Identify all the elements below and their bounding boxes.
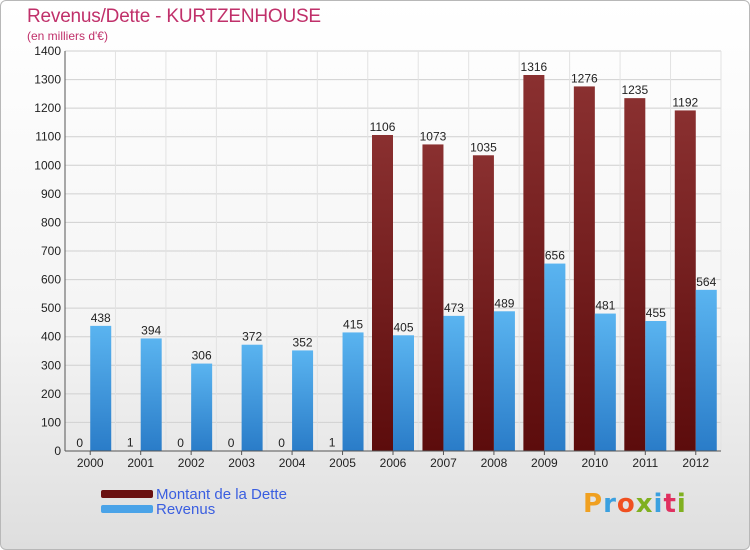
x-tick-label: 2002: [178, 456, 205, 470]
data-label-dette: 0: [177, 436, 184, 450]
bar-revenus: [191, 363, 213, 451]
y-tick-label: 0: [54, 444, 61, 458]
y-tick-label: 1000: [34, 158, 61, 172]
data-label-revenus: 481: [595, 299, 615, 313]
bar-revenus: [342, 332, 364, 451]
data-label-revenus: 405: [393, 320, 413, 334]
data-label-dette: 1: [127, 436, 134, 450]
x-tick-label: 2000: [77, 456, 104, 470]
bar-revenus: [140, 338, 162, 451]
data-label-revenus: 455: [646, 306, 666, 320]
legend-swatch-revenus: [101, 505, 153, 513]
bar-dette: [422, 144, 444, 451]
y-tick-label: 1100: [35, 130, 61, 144]
data-label-revenus: 473: [444, 301, 464, 315]
bar-dette: [624, 98, 646, 452]
legend-label-dette: Montant de la Dette: [156, 486, 287, 503]
y-tick-label: 900: [41, 187, 61, 201]
bar-revenus: [695, 289, 717, 451]
y-tick-label: 1400: [34, 44, 61, 58]
data-label-dette: 0: [76, 436, 83, 450]
y-tick-label: 1300: [34, 73, 61, 87]
y-tick-label: 300: [41, 358, 61, 372]
bar-revenus: [443, 315, 465, 451]
legend-swatch-dette: [101, 490, 153, 498]
x-tick-label: 2012: [682, 456, 709, 470]
data-label-revenus: 438: [91, 311, 111, 325]
logo-letter: P: [583, 489, 604, 519]
chart-title: Revenus/Dette - KURTZENHOUSE: [27, 6, 321, 27]
logo-letter: r: [603, 489, 617, 519]
data-label-dette: 1: [329, 436, 336, 450]
bar-revenus: [544, 263, 566, 451]
logo-letter: x: [635, 489, 654, 519]
x-tick-label: 2007: [430, 456, 457, 470]
bar-dette: [674, 110, 696, 451]
data-label-dette: 1106: [370, 120, 396, 134]
x-tick-label: 2008: [481, 456, 508, 470]
y-tick-label: 200: [41, 387, 61, 401]
data-label-dette: 1235: [621, 83, 648, 97]
data-label-revenus: 394: [141, 323, 161, 337]
y-tick-label: 500: [41, 301, 61, 315]
bar-revenus: [594, 313, 616, 451]
data-label-revenus: 415: [343, 317, 363, 331]
data-label-dette: 0: [228, 436, 235, 450]
logo-letter: i: [676, 489, 687, 519]
bar-revenus: [645, 321, 667, 451]
bar-dette: [523, 75, 545, 451]
x-tick-label: 2010: [581, 456, 608, 470]
bar-revenus: [393, 335, 414, 451]
x-tick-label: 2009: [531, 456, 558, 470]
data-label-revenus: 306: [192, 349, 212, 363]
logo-letter: t: [663, 489, 677, 519]
bar-revenus: [493, 311, 515, 451]
bar-revenus: [292, 350, 314, 451]
bar-dette: [573, 86, 595, 451]
data-label-revenus: 656: [545, 249, 565, 263]
x-tick-label: 2006: [380, 456, 407, 470]
bar-dette: [372, 135, 393, 451]
data-label-dette: 1276: [571, 71, 598, 85]
bar-dette: [472, 155, 494, 452]
data-label-dette: 0: [278, 436, 285, 450]
legend-label-revenus: Revenus: [156, 501, 216, 518]
data-label-dette: 1035: [470, 140, 497, 154]
y-tick-label: 400: [41, 330, 61, 344]
chart-subtitle: (en milliers d'€): [27, 29, 108, 43]
x-tick-label: 2005: [329, 456, 356, 470]
x-tick-label: 2004: [279, 456, 306, 470]
x-tick-label: 2011: [632, 456, 658, 470]
data-label-dette: 1192: [672, 95, 698, 109]
bar-revenus: [241, 344, 263, 451]
logo-letter: o: [616, 489, 636, 519]
data-label-revenus: 564: [696, 275, 716, 289]
logo-letter: i: [653, 489, 664, 519]
data-label-revenus: 489: [494, 296, 514, 310]
y-tick-label: 1200: [34, 101, 61, 115]
x-tick-label: 2001: [127, 456, 154, 470]
data-label-dette: 1316: [521, 60, 548, 74]
y-tick-label: 600: [41, 273, 61, 287]
y-tick-label: 100: [41, 415, 61, 429]
x-tick-label: 2003: [228, 456, 255, 470]
y-tick-label: 800: [41, 215, 61, 229]
data-label-revenus: 372: [242, 330, 262, 344]
proxiti-logo: Proxiti: [583, 489, 687, 519]
data-label-revenus: 352: [293, 335, 313, 349]
data-label-dette: 1073: [420, 129, 447, 143]
bar-revenus: [90, 325, 112, 451]
y-tick-label: 700: [41, 244, 61, 258]
